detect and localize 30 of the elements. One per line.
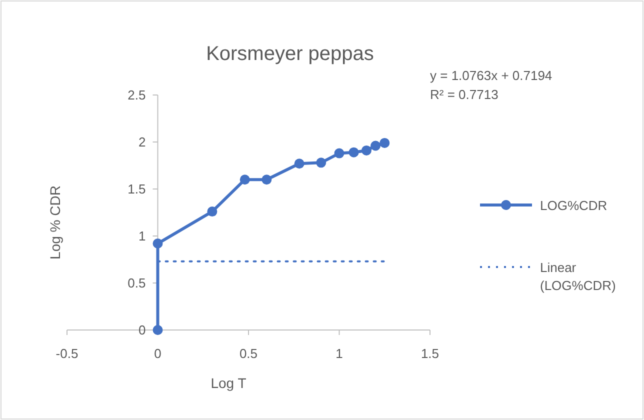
chart-title: Korsmeyer peppas (206, 43, 374, 65)
point (316, 158, 326, 168)
point (294, 158, 304, 169)
point (348, 147, 359, 158)
x-axis-title: Log T (210, 375, 247, 391)
point (334, 148, 344, 158)
x-tick-label: -0.5 (56, 346, 78, 361)
point (380, 138, 390, 148)
point (152, 238, 163, 249)
point (207, 206, 218, 217)
y-tick-label: 0 (138, 322, 146, 338)
text: y = 1.0763x + 0.7194 (430, 68, 552, 83)
x-tick-label: 0.5 (239, 346, 258, 361)
y-axis-title: Log % CDR (47, 186, 63, 260)
point (262, 174, 272, 185)
y-tick-label: 0.5 (128, 276, 146, 290)
y-tick-label: 2.5 (128, 88, 146, 102)
point (152, 325, 163, 335)
legend-label: Linear (LOG%CDR) (540, 260, 616, 293)
y-tick-label: 1.5 (128, 182, 146, 196)
point (370, 140, 381, 151)
y-tick-label: 1 (138, 228, 146, 244)
point (240, 174, 250, 185)
y-tick-label: 2 (138, 134, 146, 150)
point (361, 145, 372, 156)
x-tick-label: 0 (154, 346, 162, 361)
annotation: R² = 0.7713 (430, 87, 498, 102)
x-tick-label: 1.5 (420, 346, 440, 361)
legend-label: LOG%CDR (540, 198, 608, 213)
x-tick-label: 1 (336, 346, 343, 361)
